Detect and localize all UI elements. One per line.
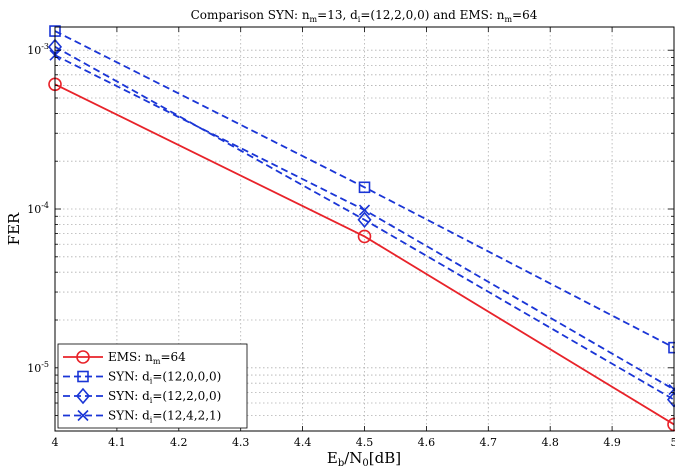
title-sub: m bbox=[504, 15, 512, 24]
x-label-part: [dB] bbox=[369, 449, 401, 467]
x-tick-label: 4.6 bbox=[418, 436, 436, 449]
y-tick-label: 10-5 bbox=[27, 360, 49, 375]
data-point-square bbox=[77, 370, 89, 383]
series-line bbox=[54, 46, 675, 401]
x-tick-label: 4.3 bbox=[232, 436, 250, 449]
y-tick-exp: -4 bbox=[41, 201, 49, 210]
y-tick-exp: -3 bbox=[41, 42, 49, 51]
legend-label-sub: i bbox=[150, 396, 153, 405]
title-part: =64 bbox=[512, 8, 538, 22]
data-point-x bbox=[358, 204, 371, 216]
data-point-circle bbox=[357, 229, 372, 244]
x-label-sub: 0 bbox=[362, 458, 368, 468]
legend-label-sub: m bbox=[153, 357, 161, 366]
x-tick-label: 4.7 bbox=[480, 436, 498, 449]
y-tick-label: 10-3 bbox=[27, 42, 49, 57]
legend-label-part: =(12,2,0,0) bbox=[152, 389, 221, 403]
title-sub: m bbox=[310, 15, 318, 24]
y-tick-base: 10 bbox=[27, 44, 41, 57]
y-tick-base: 10 bbox=[27, 203, 41, 216]
legend-label: EMS: nm=64 bbox=[108, 350, 186, 366]
x-tick-label: 4 bbox=[52, 436, 59, 449]
legend-label-part: =64 bbox=[160, 350, 186, 364]
x-tick-label: 4.4 bbox=[294, 436, 312, 449]
legend-label-sub: i bbox=[150, 377, 153, 386]
data-point-diamond bbox=[75, 387, 91, 405]
x-label-sub: b bbox=[338, 458, 344, 468]
title-part: =(12,2,0,0) and EMS: n bbox=[360, 8, 504, 22]
x-axis-label: Eb/N0[dB] bbox=[327, 449, 401, 468]
x-label-part: /N bbox=[344, 449, 362, 467]
x-tick-label: 5 bbox=[671, 436, 675, 449]
legend-label-part: SYN: d bbox=[108, 409, 150, 423]
legend-label-part: SYN: d bbox=[108, 370, 150, 384]
legend-label-part: =(12,0,0,0) bbox=[152, 370, 221, 384]
y-tick-label: 10-4 bbox=[27, 201, 49, 216]
data-point-circle bbox=[76, 350, 90, 364]
tick-label-layer: 4 4.1 4.2 4.3 4.4 4.5 4.6 4.7 4.8 4.9 510-310-410-… bbox=[27, 42, 675, 449]
data-point-x bbox=[77, 409, 89, 422]
series-line bbox=[54, 83, 675, 426]
legend-label-part: SYN: d bbox=[108, 389, 150, 403]
series-line bbox=[54, 30, 675, 349]
x-tick-label: 4.9 bbox=[603, 436, 621, 449]
chart-title: Comparison SYN: nm=13, di=(12,2,0,0) and… bbox=[191, 8, 538, 24]
y-tick-exp: -5 bbox=[41, 360, 49, 369]
legend-label-part: =(12,4,2,1) bbox=[152, 409, 221, 423]
data-point-diamond bbox=[357, 211, 372, 229]
data-point-square bbox=[358, 181, 371, 194]
y-axis-label: FER bbox=[5, 212, 23, 245]
legend-label: SYN: di=(12,4,2,1) bbox=[108, 409, 221, 425]
legend-label-sub: i bbox=[150, 416, 153, 425]
legend-label: SYN: di=(12,2,0,0) bbox=[108, 389, 221, 405]
x-tick-label: 4.8 bbox=[541, 436, 559, 449]
x-tick-label: 4.2 bbox=[170, 436, 188, 449]
legend-label: SYN: di=(12,0,0,0) bbox=[108, 370, 221, 386]
x-tick-label: 4.5 bbox=[356, 436, 374, 449]
title-part: =13, d bbox=[317, 8, 358, 22]
title-sub: i bbox=[358, 15, 361, 24]
tick-layer bbox=[54, 27, 675, 432]
x-tick-label: 4.1 bbox=[108, 436, 126, 449]
title-part: Comparison SYN: n bbox=[191, 8, 310, 22]
y-tick-base: 10 bbox=[27, 362, 41, 375]
legend-label-part: EMS: n bbox=[108, 350, 153, 364]
x-label-part: E bbox=[327, 449, 338, 467]
